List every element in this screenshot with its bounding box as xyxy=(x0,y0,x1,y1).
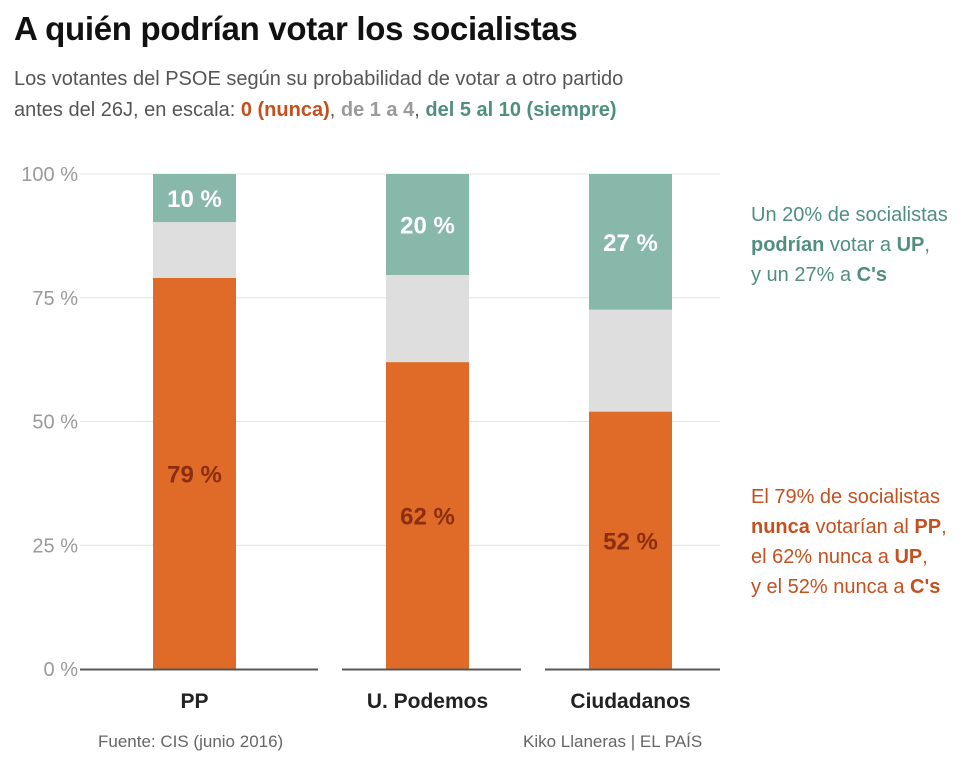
x-category-label: U. Podemos xyxy=(367,690,488,713)
data-label-never: 62 % xyxy=(400,504,455,531)
legend-never: 0 (nunca) xyxy=(240,99,330,121)
chart-title: A quién podrían votar los socialistas xyxy=(14,10,578,47)
data-label-always: 10 % xyxy=(167,186,222,213)
y-tick-label: 50 % xyxy=(32,412,78,434)
bar-segment-mid xyxy=(386,274,469,363)
note-line: el 62% nunca a xyxy=(751,546,895,568)
data-label-always: 27 % xyxy=(603,230,658,257)
note-bold: PP xyxy=(914,516,942,538)
y-tick-label: 0 % xyxy=(44,659,79,681)
credit-note: Kiko Llaneras | EL PAÍS xyxy=(523,732,703,751)
x-category-label: Ciudadanos xyxy=(570,690,690,713)
note-line: El 79% de socialistas xyxy=(751,486,940,508)
note-line: , xyxy=(924,234,930,256)
subtitle-line1: Los votantes del PSOE según su probabili… xyxy=(14,68,624,90)
x-category-label: PP xyxy=(180,690,208,713)
data-label-never: 52 % xyxy=(603,528,658,555)
annotation-always: Un 20% de socialistas podrían votar a UP… xyxy=(751,200,979,290)
bar-segment-mid xyxy=(153,222,236,278)
subtitle-sep: , xyxy=(414,99,426,121)
note-line: , xyxy=(941,516,947,538)
note-line: y el 52% nunca a xyxy=(751,576,910,598)
bar-segment-always xyxy=(589,174,672,310)
annotation-never: El 79% de socialistas nunca votarían al … xyxy=(751,482,979,602)
note-line: votarían al xyxy=(809,516,915,538)
bar-segment-mid xyxy=(589,309,672,412)
note-bold: podrían xyxy=(751,234,825,256)
note-bold: C's xyxy=(910,576,941,598)
note-line: Un 20% de socialistas xyxy=(751,204,948,226)
y-tick-label: 75 % xyxy=(32,288,78,310)
source-note: Fuente: CIS (junio 2016) xyxy=(98,732,284,751)
data-label-never: 79 % xyxy=(167,461,222,488)
note-line: , xyxy=(922,546,928,568)
legend-mid: de 1 a 4 xyxy=(340,99,415,121)
chart-subtitle: Los votantes del PSOE según su probabili… xyxy=(14,64,734,126)
bar-segment-always xyxy=(153,174,236,223)
bar-segment-always xyxy=(386,174,469,275)
subtitle-sep: , xyxy=(329,99,341,121)
bar-segment-never xyxy=(589,411,672,669)
bar-segment-never xyxy=(386,362,469,669)
y-tick-label: 25 % xyxy=(32,535,78,557)
note-line: votar a xyxy=(824,234,897,256)
note-bold: UP xyxy=(896,234,925,256)
note-bold: C's xyxy=(856,264,887,286)
data-label-always: 20 % xyxy=(400,212,455,239)
legend-always: del 5 al 10 (siempre) xyxy=(425,99,617,121)
note-bold: nunca xyxy=(751,516,810,538)
y-tick-label: 100 % xyxy=(21,164,78,186)
note-bold: UP xyxy=(894,546,923,568)
bar-segment-never xyxy=(153,277,236,669)
subtitle-line2: antes del 26J, en escala: xyxy=(14,99,241,121)
note-line: y un 27% a xyxy=(751,264,857,286)
